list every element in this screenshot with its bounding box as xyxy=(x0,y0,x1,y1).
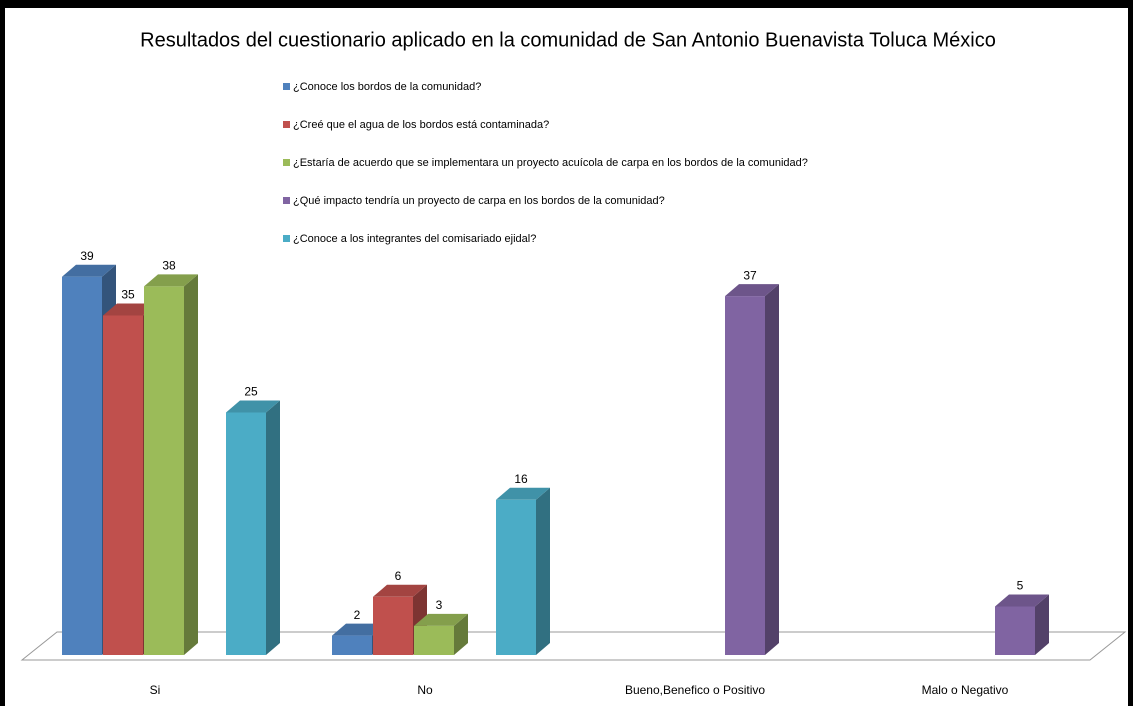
bar xyxy=(62,276,102,655)
legend-label: ¿Estaría de acuerdo que se implementara … xyxy=(293,157,808,169)
bar xyxy=(332,635,372,655)
legend-label: ¿Conoce a los integrantes del comisariad… xyxy=(293,233,536,245)
x-tick-label: Bueno,Benefico o Positivo xyxy=(625,683,765,697)
legend-swatch xyxy=(283,235,290,242)
bar-top xyxy=(496,487,550,500)
bar-side xyxy=(266,400,280,655)
bar-top xyxy=(995,594,1049,607)
bar-top xyxy=(103,303,157,316)
bar-top xyxy=(62,264,116,277)
value-label: 5 xyxy=(1017,579,1024,593)
x-tick-label: Si xyxy=(150,683,161,697)
chart-title: Resultados del cuestionario aplicado en … xyxy=(140,29,996,51)
bar xyxy=(144,286,184,655)
value-label: 25 xyxy=(244,385,258,399)
legend-swatch xyxy=(283,121,290,128)
legend-swatch xyxy=(283,159,290,166)
bar-top xyxy=(332,623,386,636)
value-label: 38 xyxy=(162,259,176,273)
bar xyxy=(995,606,1035,655)
bar-top xyxy=(414,613,468,626)
x-tick-label: No xyxy=(417,683,433,697)
bar-top xyxy=(226,400,280,413)
value-label: 3 xyxy=(436,598,443,612)
bar-side xyxy=(765,284,779,655)
value-label: 6 xyxy=(395,569,402,583)
legend-label: ¿Conoce los bordos de la comunidad? xyxy=(293,81,481,93)
legend-swatch xyxy=(283,197,290,204)
value-label: 35 xyxy=(121,288,135,302)
bar-top xyxy=(373,584,427,597)
bar-top xyxy=(144,274,198,287)
legend-swatch xyxy=(283,83,290,90)
bar-top xyxy=(725,284,779,297)
bar xyxy=(103,315,143,655)
value-label: 16 xyxy=(514,472,528,486)
floor xyxy=(20,631,1127,661)
x-tick-label: Malo o Negativo xyxy=(922,683,1009,697)
bar xyxy=(414,625,454,655)
bar-side xyxy=(184,274,198,655)
bar xyxy=(496,499,536,655)
bar-side xyxy=(454,613,468,655)
bar xyxy=(226,412,266,655)
bar xyxy=(725,296,765,655)
bar xyxy=(373,596,413,655)
legend-label: ¿Qué impacto tendría un proyecto de carp… xyxy=(293,195,665,207)
value-label: 39 xyxy=(80,249,94,263)
value-label: 2 xyxy=(354,608,361,622)
legend-label: ¿Creé que el agua de los bordos está con… xyxy=(293,119,549,131)
bar-side xyxy=(536,487,550,655)
bar-side xyxy=(1035,594,1049,655)
value-label: 37 xyxy=(743,268,757,282)
